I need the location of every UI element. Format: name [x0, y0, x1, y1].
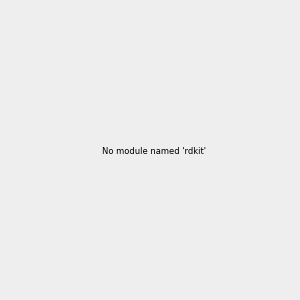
Text: No module named 'rdkit': No module named 'rdkit'	[102, 147, 206, 156]
